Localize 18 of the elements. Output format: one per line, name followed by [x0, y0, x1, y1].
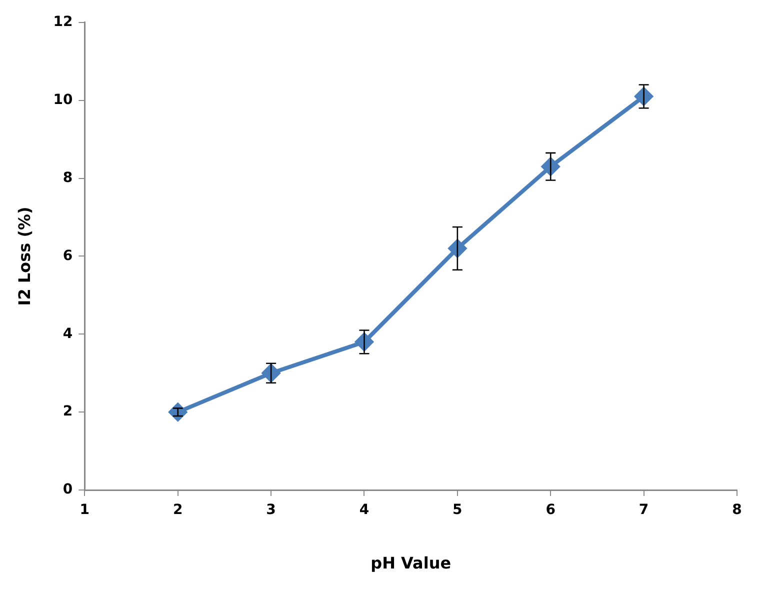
y-tick-label: 12	[53, 14, 73, 30]
y-tick-label: 10	[53, 92, 73, 108]
y-axis-title: I2 Loss (%)	[14, 206, 34, 306]
point	[168, 403, 187, 422]
x-tick-label: 2	[172, 502, 183, 518]
y-tick-label: 0	[62, 482, 73, 498]
y-tick-label: 8	[62, 170, 73, 186]
x-tick-label: 7	[638, 502, 649, 518]
y-tick-label: 4	[62, 326, 73, 342]
x-axis-title: pH Value	[370, 554, 452, 573]
x-tick-label: 1	[80, 502, 90, 518]
x-tick-label: 4	[359, 502, 370, 518]
y-tick-label: 2	[62, 404, 73, 420]
x-tick-label: 3	[266, 502, 276, 518]
x-tick-label: 6	[546, 502, 556, 518]
y-tick-label: 6	[62, 248, 73, 264]
x-tick-label: 5	[452, 502, 462, 518]
x-tick-label: 8	[732, 502, 742, 518]
